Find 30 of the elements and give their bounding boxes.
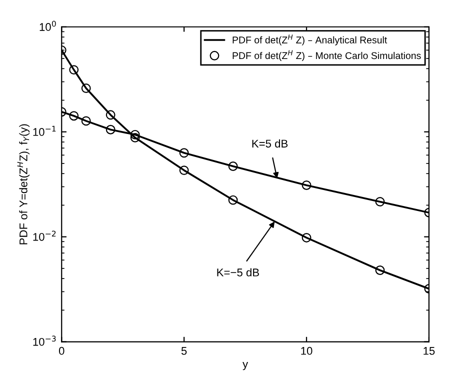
legend-label: PDF of det(Z$^{H}$ Z) – Monte Carlo Simulations xyxy=(232,50,421,62)
point xyxy=(302,233,312,242)
annotation: K=5 dB xyxy=(252,139,288,148)
point xyxy=(130,132,140,142)
point xyxy=(302,180,312,190)
point xyxy=(106,110,116,120)
point xyxy=(69,65,79,75)
x-tick-label: 15 xyxy=(424,347,435,355)
annotation: K=−5 dB xyxy=(217,268,259,276)
point xyxy=(106,124,116,134)
point xyxy=(130,130,140,140)
y-tick-label: 10$^{0}$ xyxy=(40,20,56,31)
point xyxy=(179,166,189,176)
legend-label: PDF of det(Z$^{H}$ Z) – Analytical Result xyxy=(232,34,388,46)
point xyxy=(81,84,91,94)
x-tick-label: 5 xyxy=(181,347,187,355)
point xyxy=(375,196,385,206)
point xyxy=(179,148,189,158)
point xyxy=(81,116,91,126)
x-tick-label: 0 xyxy=(58,346,64,355)
point xyxy=(69,111,79,121)
point xyxy=(375,266,385,275)
x-tick-label: 10 xyxy=(301,346,312,355)
point xyxy=(228,195,238,205)
y-tick-label: 10$^{−1}$ xyxy=(33,126,56,136)
y-tick-label: 10$^{−3}$ xyxy=(33,336,56,346)
y-axis-title: PDF of Y=det(Z$^{H}$Z), f$_{Y}$(y) xyxy=(17,124,30,244)
y-tick-label: 10$^{−2}$ xyxy=(33,230,56,241)
point xyxy=(228,162,238,171)
x-axis-title: y xyxy=(242,362,248,370)
